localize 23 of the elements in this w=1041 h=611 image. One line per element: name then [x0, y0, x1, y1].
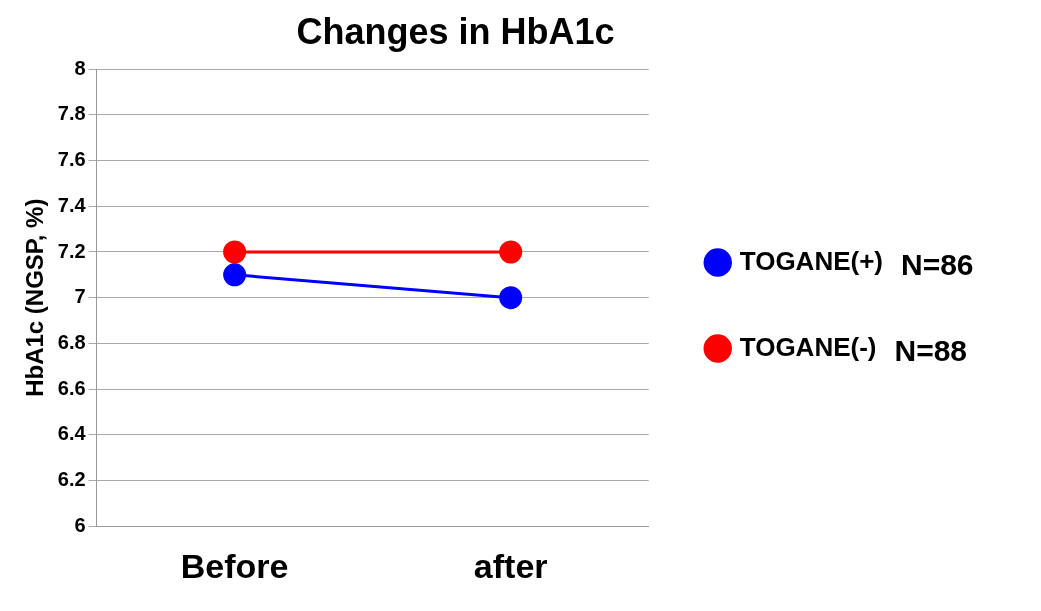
y-tick-label: 6.8: [57, 330, 86, 353]
point: [223, 263, 247, 287]
y-tick-label: 7.6: [57, 148, 86, 171]
text: N=86: [901, 247, 974, 281]
y-tick-label: 6.6: [57, 376, 86, 399]
text: N=88: [894, 333, 968, 367]
x-tick-label: Before: [180, 546, 289, 585]
y-tick-label: 7.2: [57, 239, 86, 262]
y-tick-label: 7.8: [57, 102, 86, 125]
y-tick-label: 8: [74, 56, 86, 79]
y-tick-label: 7: [74, 285, 86, 308]
y-tick-label: 7.4: [57, 193, 87, 216]
legend-label: TOGANE(-): [739, 331, 877, 362]
point: [499, 240, 523, 264]
point: [499, 286, 523, 310]
legend-label: TOGANE(+): [739, 245, 884, 276]
y-axis-title: HbA1c (NGSP, %): [21, 198, 49, 397]
point: [223, 240, 247, 264]
x-tick-label: after: [473, 546, 548, 585]
y-tick-label: 6: [74, 513, 86, 536]
y-tick-label: 6.4: [57, 422, 87, 445]
chart-title: Changes in HbA1c: [296, 10, 615, 52]
y-tick-label: 6.2: [57, 468, 86, 491]
